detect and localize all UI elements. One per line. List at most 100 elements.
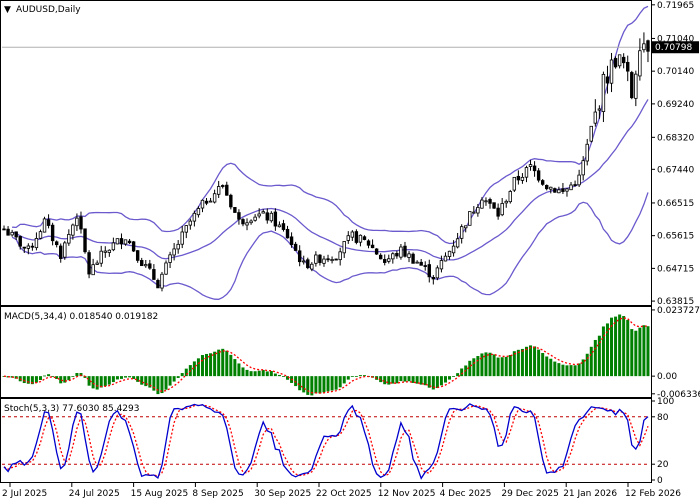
candle-body bbox=[540, 180, 545, 185]
macd-bar bbox=[354, 376, 358, 377]
macd-bar bbox=[91, 376, 95, 389]
candle-body bbox=[419, 261, 423, 266]
candle-body bbox=[370, 244, 375, 249]
macd-panel bbox=[0, 306, 652, 398]
macd-bar bbox=[261, 369, 265, 377]
macd-bar bbox=[107, 376, 111, 385]
macd-bar bbox=[589, 346, 593, 377]
macd-bar bbox=[281, 376, 285, 377]
macd-bar bbox=[273, 373, 277, 377]
candle-body bbox=[528, 164, 533, 167]
candle-body bbox=[289, 236, 294, 245]
bollinger-lower-line bbox=[11, 192, 649, 300]
candle-body bbox=[581, 160, 585, 176]
candle-body bbox=[403, 245, 407, 257]
macd-bar bbox=[306, 376, 310, 395]
macd-bar bbox=[75, 372, 79, 377]
macd-bar bbox=[610, 317, 614, 377]
candle-body bbox=[123, 239, 128, 245]
candle-body bbox=[221, 185, 225, 187]
macd-bar bbox=[524, 346, 528, 377]
macd-bar bbox=[504, 356, 508, 377]
candle-body bbox=[285, 228, 290, 239]
candle-body bbox=[557, 189, 561, 194]
macd-bar bbox=[439, 376, 443, 386]
macd-bar bbox=[59, 376, 63, 384]
chart-menu-icon[interactable]: ▼ bbox=[4, 5, 11, 15]
macd-bar bbox=[569, 365, 573, 377]
candle-body bbox=[302, 260, 306, 263]
candle-body bbox=[269, 212, 274, 222]
candle-body bbox=[180, 231, 184, 245]
candle-body bbox=[423, 265, 427, 267]
candle-body bbox=[354, 231, 359, 243]
candle-body bbox=[99, 250, 103, 264]
macd-bar bbox=[140, 376, 144, 385]
macd-bar bbox=[124, 376, 128, 378]
macd-bar bbox=[646, 326, 650, 377]
candle-body bbox=[488, 199, 492, 204]
macd-bar bbox=[200, 355, 204, 377]
macd-bar bbox=[298, 376, 302, 391]
stoch-y-tick-label: 20 bbox=[657, 460, 669, 470]
candle-body bbox=[59, 245, 63, 259]
candle-body bbox=[257, 213, 261, 217]
macd-bar bbox=[43, 375, 47, 377]
candle-body bbox=[378, 254, 383, 260]
candle-body bbox=[176, 243, 180, 250]
chart-title: AUDUSD,Daily bbox=[16, 5, 81, 15]
candle-body bbox=[261, 211, 265, 214]
macd-bar bbox=[350, 376, 354, 377]
macd-bar bbox=[545, 356, 549, 377]
candle-body bbox=[216, 186, 221, 195]
candle-body bbox=[484, 200, 488, 203]
macd-bar bbox=[196, 358, 200, 377]
stoch-y-tick-label: 0 bbox=[657, 476, 663, 486]
candle-body bbox=[208, 200, 213, 203]
macd-bar bbox=[435, 376, 439, 389]
macd-y-tick-label: -0.006336 bbox=[657, 390, 700, 400]
macd-bar bbox=[520, 348, 524, 377]
candle-body bbox=[443, 255, 448, 262]
macd-bar bbox=[245, 369, 249, 377]
candle-body bbox=[508, 191, 512, 203]
candle-body bbox=[326, 258, 330, 261]
candle-body bbox=[144, 264, 148, 267]
price-y-tick-label: 0.65615 bbox=[657, 232, 694, 242]
candle-body bbox=[212, 193, 217, 203]
bollinger-middle-line bbox=[11, 99, 649, 261]
current-price-label-box bbox=[652, 41, 699, 54]
macd-bar bbox=[229, 354, 233, 377]
macd-bar bbox=[136, 376, 140, 382]
macd-bar bbox=[148, 376, 152, 388]
macd-bar bbox=[443, 376, 447, 383]
candle-body bbox=[492, 202, 496, 209]
candle-body bbox=[160, 273, 164, 289]
candle-body bbox=[573, 184, 577, 186]
macd-bar bbox=[111, 376, 115, 383]
macd-bar bbox=[310, 376, 314, 396]
candle-body bbox=[253, 216, 257, 221]
macd-bar bbox=[585, 353, 589, 377]
macd-bar bbox=[233, 359, 237, 377]
price-y-tick-label: 0.70140 bbox=[657, 67, 694, 77]
macd-bar bbox=[314, 376, 318, 394]
candle-body bbox=[589, 125, 593, 142]
macd-bar bbox=[642, 325, 646, 377]
x-tick-label: 12 Feb 2026 bbox=[625, 489, 681, 499]
candle-body bbox=[536, 170, 541, 181]
candle-body bbox=[383, 259, 387, 263]
candle-body bbox=[306, 259, 310, 269]
candle-body bbox=[395, 253, 399, 257]
candle-body bbox=[119, 238, 124, 245]
candle-body bbox=[168, 254, 172, 263]
candle-body bbox=[314, 254, 318, 264]
candle-body bbox=[277, 224, 282, 228]
macd-bar bbox=[577, 363, 581, 377]
candle-body bbox=[172, 248, 176, 256]
x-axis: 2 Jul 2025 24 Jul 2025 15 Aug 2025 8 Sep 20… bbox=[2, 483, 681, 499]
macd-bar bbox=[302, 376, 306, 393]
macd-bar bbox=[294, 376, 298, 387]
macd-bar bbox=[286, 376, 290, 380]
